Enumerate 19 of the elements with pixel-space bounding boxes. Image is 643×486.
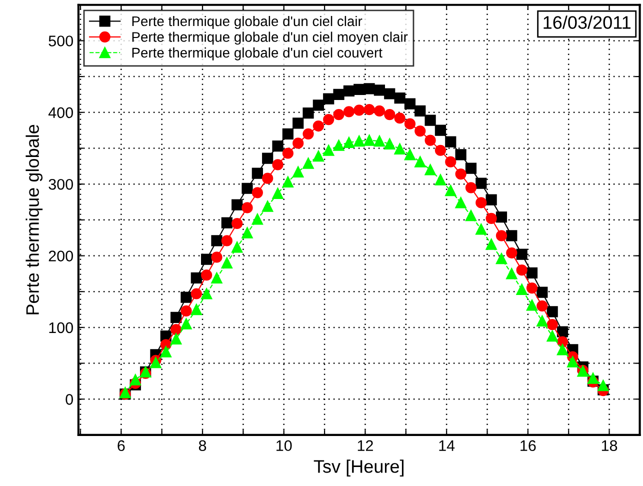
x-tick-label: 12 bbox=[358, 440, 373, 451]
legend-label: Perte thermique globale d'un ciel couvert bbox=[132, 47, 382, 60]
x-tick-label: 14 bbox=[439, 440, 455, 451]
x-tick-label: 10 bbox=[276, 440, 292, 452]
y-tick-label: 0 bbox=[66, 394, 73, 405]
legend-label: Perte thermique globale d'un ciel moyen clair bbox=[132, 32, 408, 45]
x-tick-label: 16 bbox=[520, 440, 536, 452]
x-tick-label: 8 bbox=[198, 440, 206, 452]
x-axis-title: Tsv [Heure] bbox=[314, 460, 404, 476]
y-tick-label: 200 bbox=[48, 250, 73, 262]
y-tick-label: 500 bbox=[48, 36, 73, 46]
legend-label: Perte thermique globale d'un ciel clair bbox=[132, 16, 362, 29]
y-axis-title: Perte thermique globale bbox=[26, 124, 43, 314]
y-tick-label: 100 bbox=[49, 322, 73, 334]
y-tick-label: 400 bbox=[48, 107, 73, 118]
y-tick-label: 300 bbox=[48, 178, 73, 190]
x-tick-label: 18 bbox=[602, 440, 618, 452]
annotation: 16/03/2011 bbox=[544, 16, 630, 29]
x-tick-label: 6 bbox=[118, 440, 125, 452]
